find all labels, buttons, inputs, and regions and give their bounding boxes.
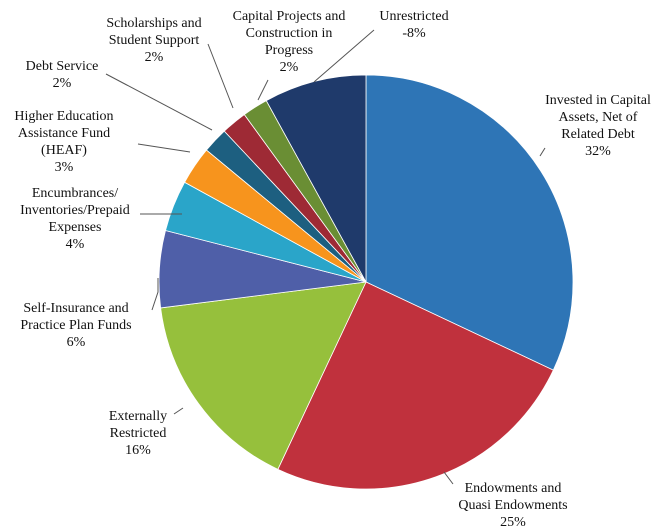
slice-percent-endowments: 25% xyxy=(500,515,526,530)
slice-percent-scholarships: 2% xyxy=(145,50,164,65)
leader-line-unrestricted xyxy=(313,29,375,83)
slice-percent-selfins: 6% xyxy=(67,335,86,350)
slice-label-line: Construction in xyxy=(246,26,333,41)
leader-line-heaf xyxy=(137,143,191,153)
slice-label-line: Assistance Fund xyxy=(18,126,110,141)
slice-label-selfins: Self-Insurance and Practice Plan Funds 6% xyxy=(20,301,131,350)
slice-percent-externally: 16% xyxy=(125,443,151,458)
slice-percent-unrestricted: -8% xyxy=(402,26,426,41)
slice-label-endowments: Endowments and Quasi Endowments 25% xyxy=(458,481,567,530)
slice-label-line: Scholarships and xyxy=(106,16,201,31)
slice-percent-capital: 2% xyxy=(280,60,299,75)
slice-label-line: Inventories/Prepaid xyxy=(20,203,130,218)
slice-label-scholarships: Scholarships and Student Support 2% xyxy=(106,16,201,65)
leader-line-invested xyxy=(539,147,546,157)
slice-label-externally: Externally Restricted 16% xyxy=(109,409,167,458)
slice-label-line: Assets, Net of xyxy=(559,110,638,125)
slice-label-line: Higher Education xyxy=(14,109,113,124)
slice-labels: Invested in Capital Assets, Net of Related… xyxy=(14,9,651,530)
slice-label-invested: Invested in Capital Assets, Net of Related… xyxy=(545,93,651,159)
slice-label-line: Externally xyxy=(109,409,167,424)
slice-label-line: Endowments and xyxy=(465,481,562,496)
slice-label-capital: Capital Projects and Construction in Progr… xyxy=(233,9,346,75)
slice-label-line: Student Support xyxy=(109,33,200,48)
slice-label-line: Expenses xyxy=(49,220,102,235)
leader-line-endowments xyxy=(443,471,454,485)
slice-label-line: (HEAF) xyxy=(41,143,87,158)
slice-label-line: Practice Plan Funds xyxy=(20,318,131,333)
leader-line-selfins xyxy=(151,278,159,311)
slice-percent-encumbrances: 4% xyxy=(66,237,85,252)
slice-label-line: Capital Projects and xyxy=(233,9,346,24)
slice-label-line: Quasi Endowments xyxy=(458,498,567,513)
slice-label-line: Debt Service xyxy=(26,59,99,74)
slice-label-line: Invested in Capital xyxy=(545,93,651,108)
slice-label-line: Related Debt xyxy=(561,127,635,142)
slice-label-line: Encumbrances/ xyxy=(32,186,118,201)
slice-label-unrestricted: Unrestricted -8% xyxy=(379,9,448,41)
leader-line-capital xyxy=(257,79,269,101)
slice-label-encumbrances: Encumbrances/Inventories/Prepaid Expenses… xyxy=(20,186,130,252)
pie-slice-endowments xyxy=(277,281,554,490)
leader-lines xyxy=(105,29,546,485)
slice-label-debt: Debt Service 2% xyxy=(26,59,99,91)
slice-percent-heaf: 3% xyxy=(55,160,74,175)
leader-line-scholarships xyxy=(207,43,234,109)
slice-percent-invested: 32% xyxy=(585,144,611,159)
leader-line-externally xyxy=(173,407,184,415)
slice-label-line: Restricted xyxy=(110,426,167,441)
leader-line-debt xyxy=(105,73,213,131)
slice-label-line: Progress xyxy=(265,43,313,58)
pie-slice-externally xyxy=(160,281,367,470)
pie-slices xyxy=(158,74,574,490)
slice-label-heaf: Higher Education Assistance Fund (HEAF) 3% xyxy=(14,109,113,175)
slice-label-line: Self-Insurance and xyxy=(23,301,128,316)
pie-slice-invested xyxy=(365,74,574,371)
slice-label-line: Unrestricted xyxy=(379,9,448,24)
slice-percent-debt: 2% xyxy=(53,76,72,91)
